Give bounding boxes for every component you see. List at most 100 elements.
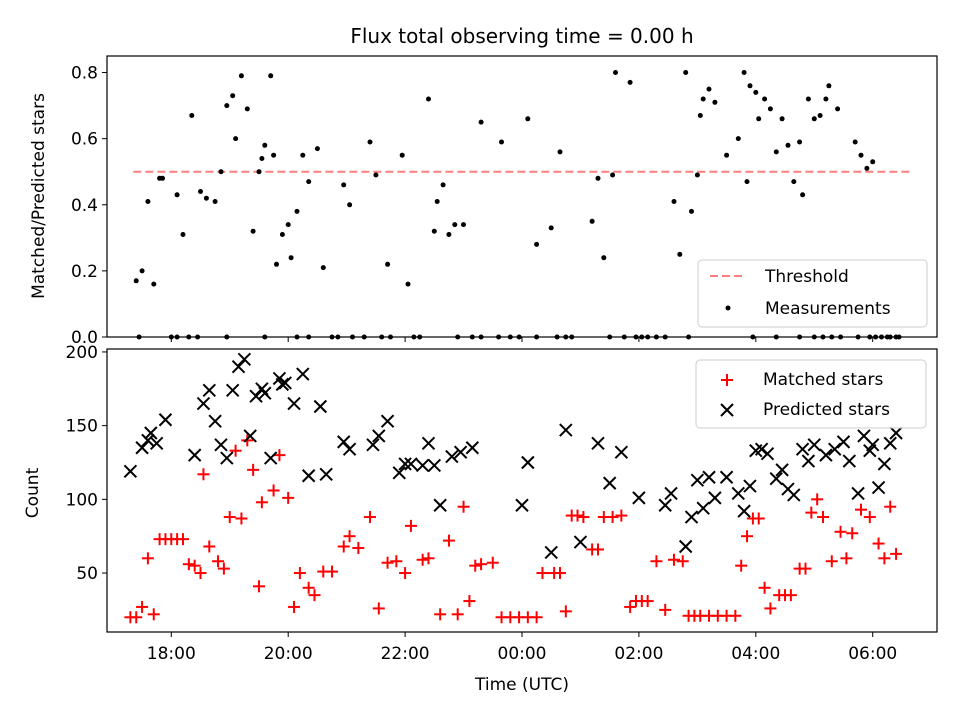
measurement-point — [589, 218, 595, 224]
predicted-star-point — [258, 386, 272, 400]
matched-star-point — [442, 534, 455, 547]
matched-star-point — [553, 567, 566, 580]
legend-predicted-label: Predicted stars — [763, 400, 890, 420]
chart-title: Flux total observing time = 0.00 h — [350, 24, 693, 48]
predicted-star-point — [392, 466, 406, 480]
matched-star-point — [197, 468, 210, 481]
matched-star-point — [591, 543, 604, 556]
predicted-star-point — [144, 426, 158, 440]
predicted-star-point — [632, 491, 646, 505]
predicted-star-point — [158, 413, 173, 427]
x-tick-label: 22:00 — [381, 644, 430, 664]
predicted-star-point — [664, 486, 678, 501]
measurement-point — [610, 172, 616, 178]
matched-star-point — [422, 552, 435, 565]
predicted-star-point — [220, 451, 234, 465]
matched-star-point — [217, 562, 230, 575]
measurement-point — [791, 179, 797, 185]
measurement-point — [613, 70, 618, 75]
matched-star-point — [536, 567, 549, 580]
measurement-point — [534, 241, 540, 247]
measurement-point — [724, 152, 730, 158]
predicted-star-point — [301, 469, 316, 483]
measurement-point — [230, 93, 236, 99]
measurement-point — [341, 182, 347, 188]
predicted-star-point — [731, 486, 745, 501]
matched-star-point — [451, 608, 464, 621]
predicted-star-point — [591, 436, 605, 451]
predicted-star-point — [775, 463, 789, 477]
x-axis-label: Time (UTC) — [474, 675, 569, 695]
measurement-point — [431, 228, 437, 234]
matched-star-point — [404, 519, 417, 532]
measurement-point — [835, 106, 841, 112]
predicted-star-point — [342, 442, 357, 456]
measurement-point — [741, 70, 747, 75]
measurement-point — [677, 251, 683, 257]
matched-star-point — [326, 565, 339, 578]
measurement-point — [797, 139, 803, 145]
measurement-point — [601, 255, 607, 261]
predicted-star-point — [296, 367, 310, 381]
bottom-legend: Matched stars Predicted stars — [695, 359, 927, 429]
predicted-star-point — [754, 442, 769, 456]
matched-star-point — [381, 556, 394, 569]
measurement-point — [762, 96, 768, 102]
predicted-star-point — [801, 454, 816, 468]
predicted-star-point — [319, 467, 333, 481]
predicted-star-point — [141, 433, 155, 448]
matched-star-point — [878, 552, 891, 565]
bottom-y-ticks: 50 100 150 200 — [66, 343, 107, 584]
measurement-point — [785, 142, 791, 148]
measurement-point — [557, 149, 563, 155]
measurement-point — [218, 169, 224, 175]
predicted-star-point — [415, 458, 430, 473]
measurement-point — [300, 152, 306, 158]
predicted-star-point — [427, 458, 442, 473]
matched-star-point — [273, 449, 286, 462]
measurement-point — [864, 165, 870, 171]
matched-star-point — [650, 555, 663, 568]
matched-star-point — [235, 512, 248, 525]
measurement-point — [174, 192, 180, 198]
measurement-point — [347, 202, 353, 208]
predicted-star-point — [366, 438, 380, 452]
predicted-star-point — [263, 451, 278, 465]
top-y-tick-label: 0.0 — [71, 328, 98, 348]
measurement-point — [712, 99, 718, 105]
measurement-point — [224, 103, 230, 109]
measurement-point — [367, 139, 373, 145]
measurement-point — [294, 208, 300, 214]
legend-predicted-swatch — [720, 403, 734, 417]
x-tick-label: 18:00 — [147, 644, 196, 664]
measurement-point — [446, 232, 452, 237]
measurement-point — [274, 261, 279, 267]
measurement-point — [627, 79, 633, 85]
matched-star-point — [176, 533, 189, 546]
predicted-star-point — [275, 377, 290, 392]
predicted-star-point — [278, 376, 292, 390]
measurement-point — [271, 152, 277, 158]
measurement-point — [823, 96, 829, 102]
matched-star-point — [302, 581, 315, 594]
measurement-point — [767, 106, 773, 112]
matched-star-point — [799, 562, 812, 575]
bottom-x-ticks: 18:00 20:00 22:00 00:00 02:00 04:00 06:00 — [147, 632, 897, 664]
measurement-point — [452, 222, 458, 228]
predicted-star-point — [187, 448, 202, 462]
matched-star-point — [434, 608, 447, 621]
predicted-star-point — [433, 498, 447, 512]
top-y-ticks: 0.0 0.2 0.4 0.6 0.8 — [71, 64, 107, 348]
matched-star-point — [136, 600, 149, 613]
matched-star-point — [372, 602, 385, 615]
matched-star-point — [735, 559, 748, 572]
predicted-star-point — [135, 441, 149, 455]
x-tick-label: 00:00 — [498, 644, 547, 664]
predicted-star-point — [521, 455, 535, 470]
x-tick-label: 02:00 — [614, 644, 663, 664]
x-tick-label: 20:00 — [264, 644, 313, 664]
matched-star-point — [890, 547, 903, 560]
matched-star-point — [676, 555, 689, 568]
matched-star-point — [223, 511, 236, 524]
legend-matched-swatch — [721, 374, 733, 386]
